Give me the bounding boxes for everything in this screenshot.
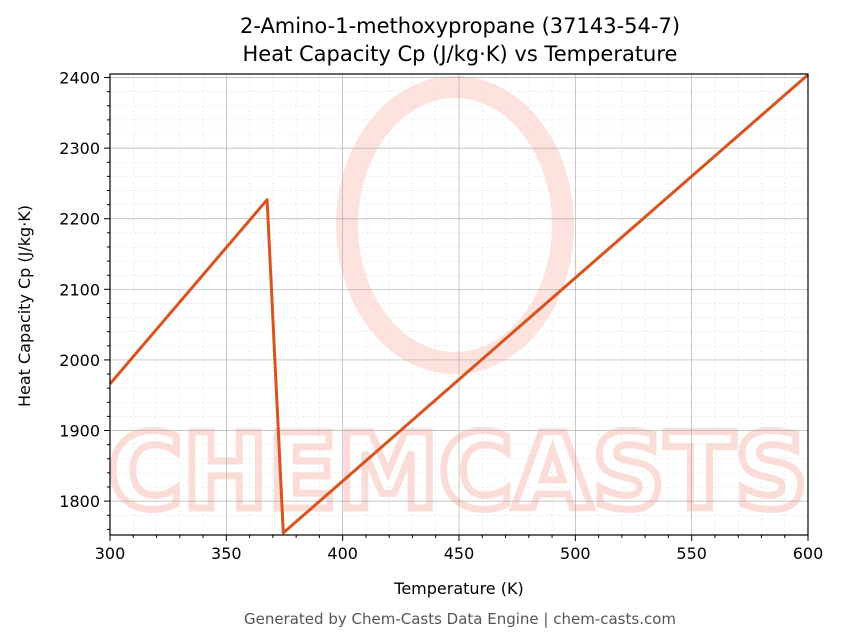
watermark-ring [336,76,574,374]
x-tick-label: 400 [327,544,358,563]
footer-credit: Generated by Chem-Casts Data Engine | ch… [244,610,676,628]
watermark-text: CHEMCASTS [108,411,808,533]
x-tick-label: 600 [793,544,824,563]
major-grid [109,74,809,535]
series-line [108,73,809,535]
y-tick-label: 2300 [59,139,100,158]
chemcasts-watermark: CHEMCASTS [105,76,812,537]
y-tick-label: 2100 [59,280,100,299]
chart-title-line2: Heat Capacity Cp (J/kg·K) vs Temperature [243,42,678,66]
x-axis-label: Temperature (K) [393,579,523,598]
x-tick-label: 500 [560,544,591,563]
y-tick-label: 1800 [59,492,100,511]
x-tick-label: 300 [95,544,126,563]
chart-title-line1: 2-Amino-1-methoxypropane (37143-54-7) [240,14,680,38]
y-tick-label: 1900 [59,422,100,441]
x-tick-label: 450 [444,544,475,563]
y-tick-label: 2000 [59,351,100,370]
y-tick-label: 2200 [59,210,100,229]
x-tick-label: 550 [676,544,707,563]
axis-ticks [104,77,809,541]
y-tick-label: 2400 [59,69,100,88]
tick-labels: 300 350 400 450 500 550 600 1800 1900 2000 2100 220… [59,69,823,563]
x-tick-label: 350 [211,544,242,563]
series-layer [108,73,809,535]
y-axis-label: Heat Capacity Cp (J/kg·K) [15,205,34,407]
